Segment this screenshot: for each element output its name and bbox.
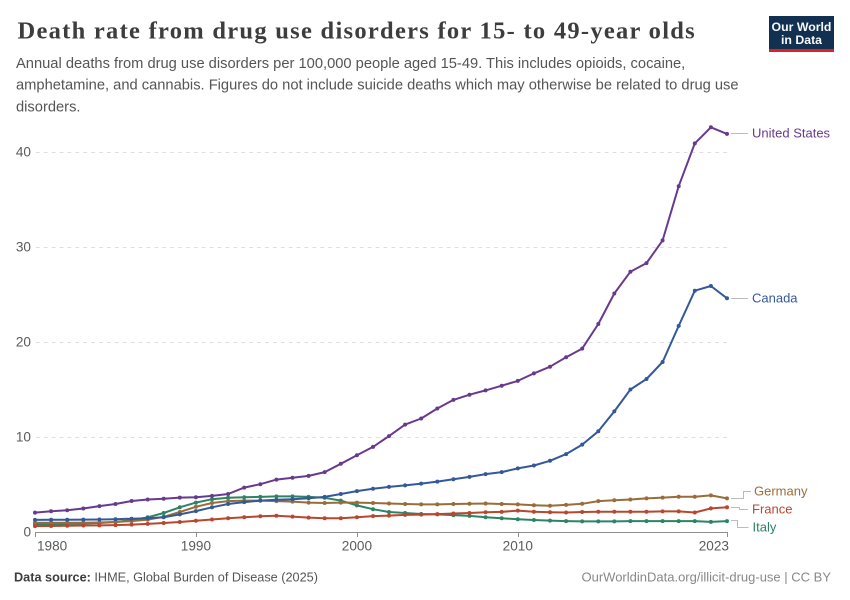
svg-text:Death rate from drug use disor: Death rate from drug use disorders for 1…: [18, 18, 697, 45]
svg-text:1980: 1980: [37, 539, 68, 554]
svg-text:Germany: Germany: [754, 484, 808, 499]
svg-text:2010: 2010: [503, 539, 534, 554]
svg-text:OurWorldinData.org/illicit-dru: OurWorldinData.org/illicit-drug-use | CC…: [582, 570, 832, 585]
svg-text:2000: 2000: [342, 539, 373, 554]
svg-text:20: 20: [16, 335, 32, 350]
svg-text:France: France: [752, 502, 792, 517]
svg-text:Canada: Canada: [752, 291, 798, 306]
svg-text:10: 10: [16, 430, 32, 445]
svg-text:40: 40: [16, 145, 32, 160]
svg-text:0: 0: [23, 525, 31, 540]
svg-text:Our World: Our World: [772, 20, 832, 34]
svg-text:1990: 1990: [181, 539, 212, 554]
svg-text:United States: United States: [752, 126, 831, 141]
svg-text:30: 30: [16, 240, 32, 255]
svg-text:amphetamine, and cannabis. Fig: amphetamine, and cannabis. Figures do no…: [16, 78, 739, 94]
svg-text:Data source: IHME, Global Burd: Data source: IHME, Global Burden of Dise…: [14, 571, 318, 585]
svg-text:in Data: in Data: [781, 33, 822, 47]
svg-text:disorders.: disorders.: [16, 99, 81, 115]
svg-text:Italy: Italy: [753, 520, 777, 535]
svg-text:Annual deaths from drug use di: Annual deaths from drug use disorders pe…: [16, 56, 685, 72]
svg-text:2023: 2023: [699, 539, 729, 554]
